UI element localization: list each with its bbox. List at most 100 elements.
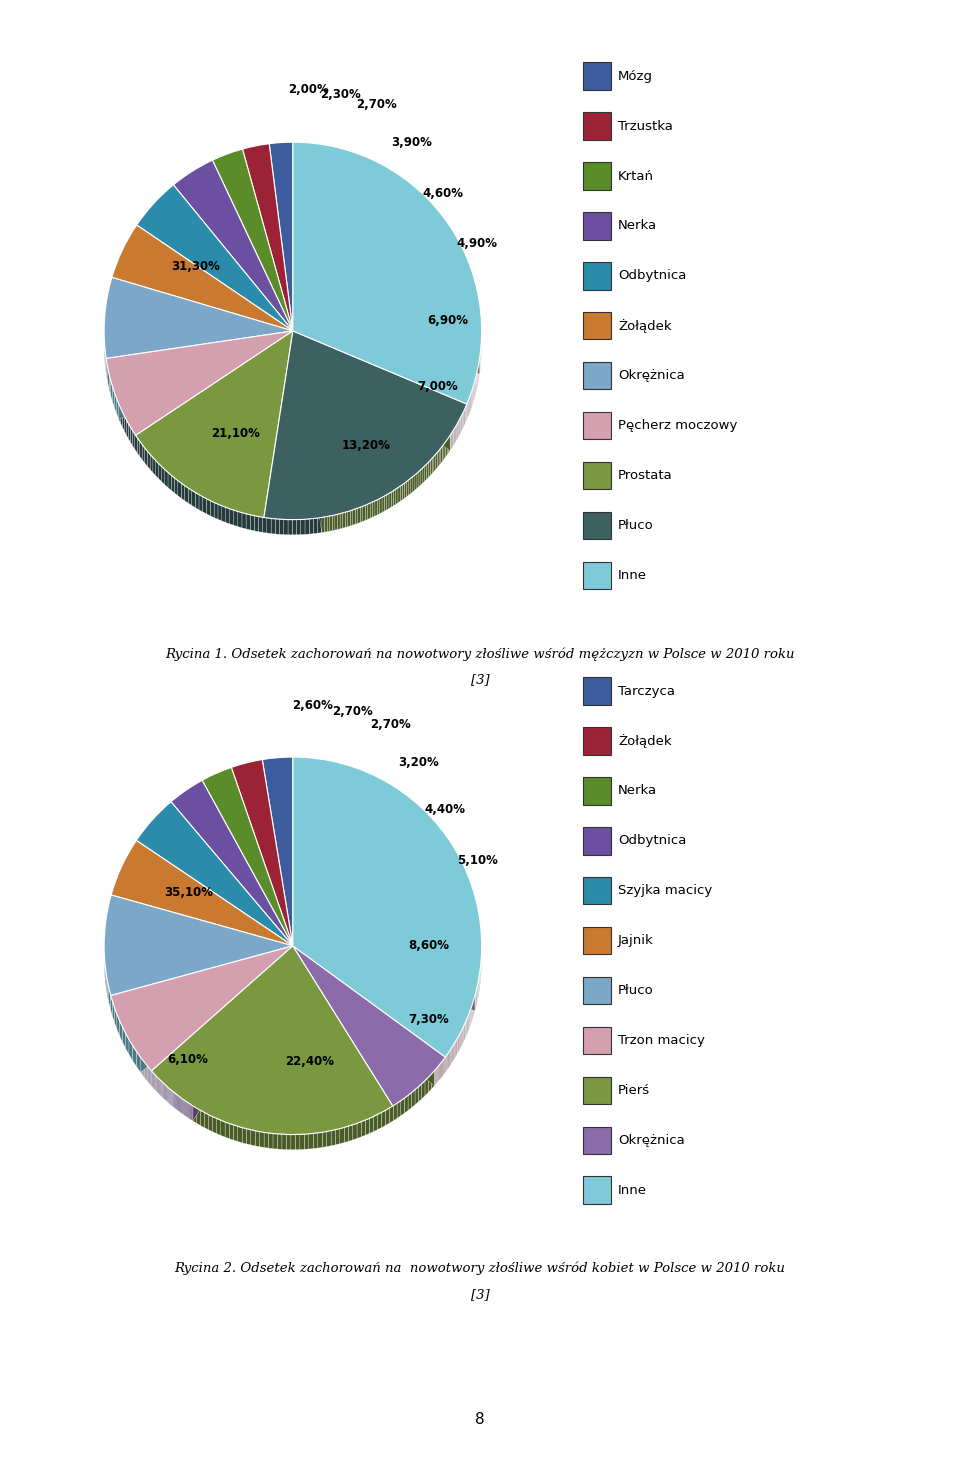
Wedge shape: [293, 142, 482, 404]
Polygon shape: [267, 518, 271, 533]
Polygon shape: [213, 1117, 217, 1133]
Text: 7,00%: 7,00%: [417, 379, 458, 392]
Text: [3]: [3]: [470, 1288, 490, 1301]
Polygon shape: [288, 520, 292, 534]
Polygon shape: [412, 1089, 415, 1108]
Polygon shape: [323, 1132, 326, 1148]
Text: Szyjka macicy: Szyjka macicy: [618, 884, 712, 897]
Polygon shape: [117, 1015, 119, 1035]
Polygon shape: [180, 1098, 181, 1114]
Polygon shape: [112, 1000, 114, 1022]
FancyBboxPatch shape: [584, 362, 611, 389]
Polygon shape: [246, 514, 251, 530]
Polygon shape: [331, 1130, 335, 1146]
Polygon shape: [229, 1123, 233, 1140]
Wedge shape: [231, 760, 293, 946]
FancyBboxPatch shape: [584, 163, 611, 190]
Polygon shape: [293, 331, 450, 451]
Text: Prostata: Prostata: [618, 468, 673, 482]
Polygon shape: [171, 476, 175, 493]
Polygon shape: [443, 444, 444, 461]
Polygon shape: [422, 466, 424, 483]
Polygon shape: [193, 1105, 197, 1123]
Polygon shape: [129, 423, 131, 442]
Polygon shape: [156, 461, 158, 479]
Polygon shape: [340, 512, 343, 529]
Polygon shape: [158, 464, 161, 482]
Wedge shape: [174, 160, 293, 331]
FancyBboxPatch shape: [584, 113, 611, 141]
Polygon shape: [277, 1135, 282, 1149]
Polygon shape: [293, 331, 322, 533]
Polygon shape: [419, 1083, 421, 1102]
Text: 6,10%: 6,10%: [167, 1053, 208, 1066]
Polygon shape: [305, 518, 309, 534]
Polygon shape: [293, 946, 475, 1010]
Polygon shape: [326, 1130, 331, 1146]
Polygon shape: [345, 1126, 348, 1142]
Text: 2,00%: 2,00%: [288, 83, 328, 97]
Polygon shape: [438, 451, 439, 467]
Polygon shape: [436, 452, 438, 470]
Polygon shape: [286, 1135, 291, 1149]
Polygon shape: [222, 507, 226, 523]
FancyBboxPatch shape: [584, 1177, 611, 1203]
Polygon shape: [225, 1121, 229, 1139]
Polygon shape: [145, 448, 147, 466]
Text: 8: 8: [475, 1413, 485, 1427]
Polygon shape: [258, 517, 263, 533]
Polygon shape: [340, 1127, 345, 1143]
Polygon shape: [131, 427, 132, 445]
Text: 2,70%: 2,70%: [371, 719, 411, 732]
Polygon shape: [114, 1007, 117, 1029]
Polygon shape: [293, 331, 322, 533]
Polygon shape: [293, 946, 434, 1086]
Polygon shape: [199, 495, 203, 512]
Polygon shape: [398, 486, 400, 502]
Polygon shape: [110, 994, 112, 1016]
Polygon shape: [313, 518, 318, 534]
Polygon shape: [193, 946, 293, 1121]
Polygon shape: [363, 505, 365, 521]
Polygon shape: [242, 512, 246, 529]
Polygon shape: [431, 1070, 434, 1089]
Polygon shape: [382, 496, 384, 512]
Polygon shape: [109, 375, 110, 395]
Polygon shape: [190, 1104, 191, 1120]
Polygon shape: [119, 1020, 123, 1042]
Polygon shape: [397, 1101, 400, 1118]
Polygon shape: [424, 464, 426, 482]
Polygon shape: [293, 331, 450, 451]
Polygon shape: [206, 499, 210, 515]
Polygon shape: [304, 1135, 309, 1149]
Text: 2,70%: 2,70%: [332, 706, 372, 719]
Polygon shape: [291, 1135, 296, 1149]
Polygon shape: [119, 331, 293, 419]
FancyBboxPatch shape: [584, 728, 611, 755]
Polygon shape: [434, 1070, 435, 1086]
Polygon shape: [238, 1126, 242, 1143]
Polygon shape: [181, 1098, 182, 1114]
Polygon shape: [242, 1127, 247, 1143]
Polygon shape: [136, 1051, 140, 1072]
Polygon shape: [327, 517, 329, 531]
Text: 4,60%: 4,60%: [422, 187, 464, 201]
Polygon shape: [415, 473, 417, 490]
Polygon shape: [396, 488, 398, 504]
Text: Inne: Inne: [618, 569, 647, 581]
Text: 3,90%: 3,90%: [392, 136, 432, 149]
Wedge shape: [243, 143, 293, 331]
Polygon shape: [273, 1133, 277, 1149]
Polygon shape: [284, 520, 288, 534]
Text: Inne: Inne: [618, 1184, 647, 1196]
FancyBboxPatch shape: [584, 1126, 611, 1154]
Polygon shape: [417, 471, 419, 489]
Polygon shape: [218, 504, 222, 521]
Text: Płuco: Płuco: [618, 984, 654, 997]
Polygon shape: [182, 1099, 183, 1116]
Polygon shape: [292, 520, 297, 534]
Polygon shape: [402, 483, 404, 499]
Polygon shape: [203, 496, 206, 514]
Wedge shape: [212, 149, 293, 331]
Polygon shape: [343, 512, 346, 529]
